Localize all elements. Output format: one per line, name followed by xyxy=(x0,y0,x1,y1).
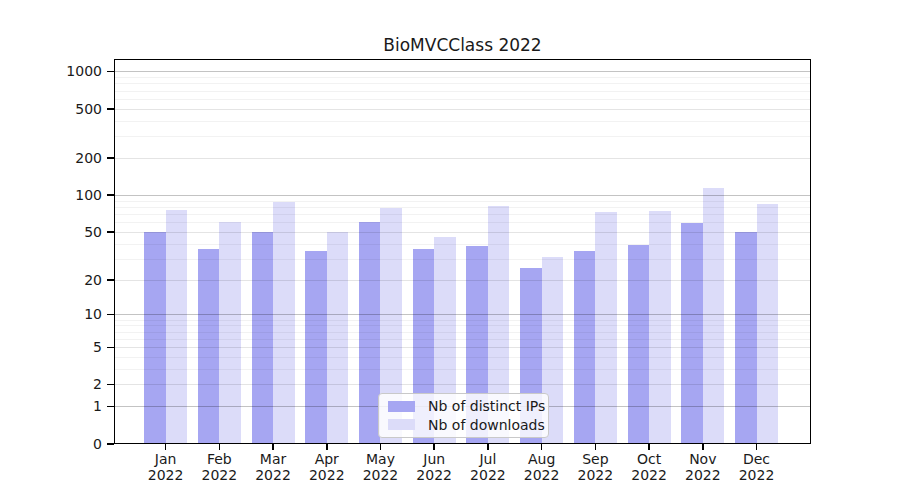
gridline-minor xyxy=(114,207,811,208)
gridline-minor xyxy=(114,357,811,358)
bar-distinct-ips xyxy=(198,249,220,443)
y-tick xyxy=(107,194,114,196)
legend-label-downloads: Nb of downloads xyxy=(428,417,545,433)
y-tick-label: 2 xyxy=(40,376,102,392)
gridline-minor xyxy=(114,214,811,215)
gridline xyxy=(114,384,811,385)
gridline-minor xyxy=(114,99,811,100)
x-tick xyxy=(541,444,543,450)
gridline xyxy=(114,109,811,110)
legend-swatch-distinct-ips xyxy=(388,401,415,412)
y-tick-label: 100 xyxy=(40,187,102,203)
y-tick-label: 1 xyxy=(40,398,102,414)
gridline-minor xyxy=(114,259,811,260)
y-tick-label: 1000 xyxy=(40,63,102,79)
x-tick xyxy=(433,444,435,450)
bar-downloads xyxy=(757,204,779,443)
chart-title: BioMVCClass 2022 xyxy=(114,35,811,55)
gridline-major xyxy=(114,195,811,196)
x-tick xyxy=(756,444,758,450)
y-tick-label: 0 xyxy=(40,436,102,452)
y-tick xyxy=(107,384,114,386)
gridline-minor xyxy=(114,77,811,78)
legend: Nb of distinct IPs Nb of downloads xyxy=(378,393,549,438)
gridline-minor xyxy=(114,91,811,92)
bar-distinct-ips xyxy=(628,245,650,443)
gridline-major xyxy=(114,71,811,72)
y-tick-label: 500 xyxy=(40,101,102,117)
gridline-minor xyxy=(114,332,811,333)
y-tick-label: 5 xyxy=(40,339,102,355)
gridline-minor xyxy=(114,83,811,84)
y-tick xyxy=(107,279,114,281)
bar-distinct-ips xyxy=(735,232,757,443)
x-tick xyxy=(326,444,328,450)
y-tick-label: 10 xyxy=(40,306,102,322)
gridline-minor xyxy=(114,121,811,122)
x-tick xyxy=(487,444,489,450)
x-tick xyxy=(648,444,650,450)
y-tick-label: 20 xyxy=(40,272,102,288)
bar-distinct-ips xyxy=(144,232,166,443)
legend-swatch-downloads xyxy=(388,419,415,430)
bar-downloads xyxy=(703,188,725,443)
bar-distinct-ips xyxy=(252,232,274,443)
figure: BioMVCClass 2022 Nb of distinct IPs Nb o… xyxy=(0,0,900,500)
gridline-minor xyxy=(114,201,811,202)
y-tick xyxy=(107,314,114,316)
x-tick xyxy=(165,444,167,450)
gridline-minor xyxy=(114,369,811,370)
gridline xyxy=(114,158,811,159)
y-tick xyxy=(107,443,114,445)
legend-label-distinct-ips: Nb of distinct IPs xyxy=(428,398,545,414)
y-tick-label: 50 xyxy=(40,224,102,240)
gridline-minor xyxy=(114,325,811,326)
legend-item-distinct-ips: Nb of distinct IPs xyxy=(379,398,548,414)
x-tick xyxy=(380,444,382,450)
gridline-minor xyxy=(114,136,811,137)
y-tick xyxy=(107,347,114,349)
x-tick xyxy=(595,444,597,450)
y-tick-label: 200 xyxy=(40,150,102,166)
x-tick xyxy=(702,444,704,450)
gridline-minor xyxy=(114,222,811,223)
gridline-minor xyxy=(114,320,811,321)
y-tick xyxy=(107,157,114,159)
bar-downloads xyxy=(649,211,671,443)
x-tick-label: Dec2022 xyxy=(712,452,802,483)
gridline xyxy=(114,232,811,233)
x-tick xyxy=(272,444,274,450)
y-tick xyxy=(107,71,114,73)
y-tick xyxy=(107,108,114,110)
y-tick xyxy=(107,231,114,233)
gridline xyxy=(114,280,811,281)
gridline-minor xyxy=(114,244,811,245)
legend-item-downloads: Nb of downloads xyxy=(379,417,548,433)
bar-downloads xyxy=(595,212,617,443)
x-tick xyxy=(219,444,221,450)
gridline-major xyxy=(114,314,811,315)
bar-downloads xyxy=(327,232,349,443)
gridline xyxy=(114,347,811,348)
y-tick xyxy=(107,406,114,408)
gridline-minor xyxy=(114,339,811,340)
